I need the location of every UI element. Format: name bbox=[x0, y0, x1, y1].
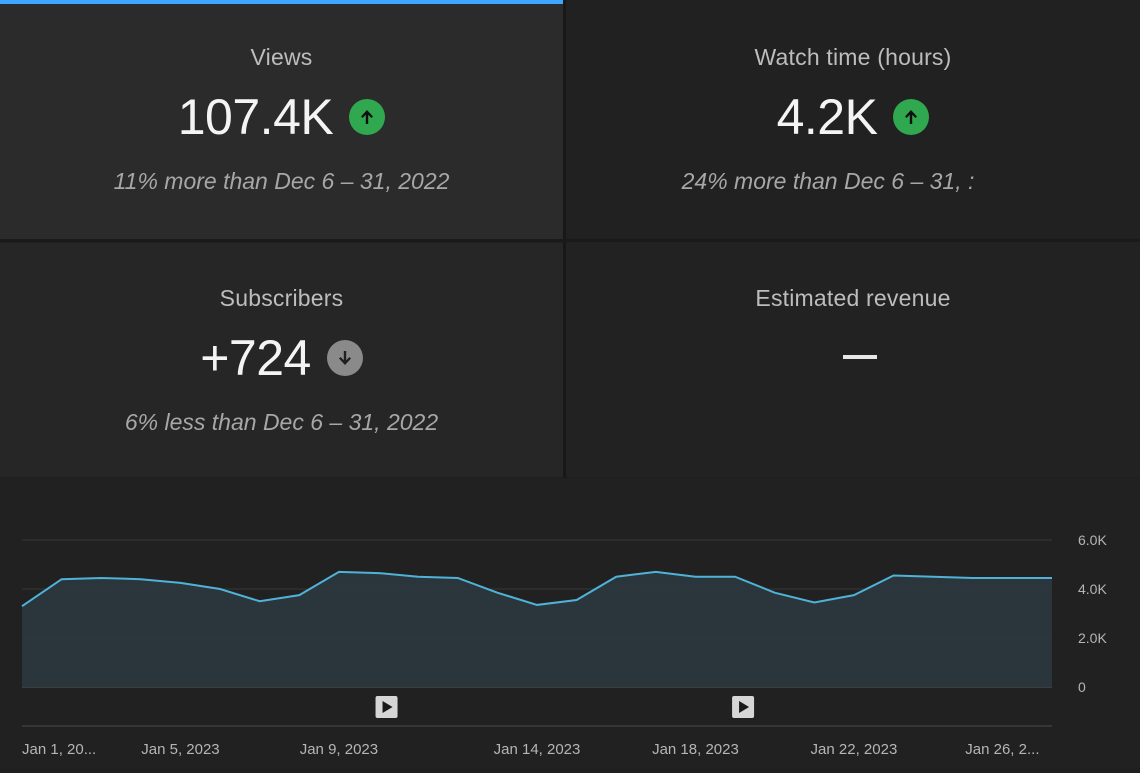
series-line bbox=[21, 570, 1052, 607]
x-tick-label: Jan 18, 2023 bbox=[652, 741, 739, 758]
trend-up-icon bbox=[893, 99, 930, 135]
metric-value: 107.4K bbox=[177, 89, 334, 145]
metric-card-views[interactable]: Views 107.4K 11% more than Dec 6 – 31, 2… bbox=[0, 4, 563, 240]
y-tick-label: 4.0K bbox=[1078, 581, 1107, 597]
y-tick-label: 2.0K bbox=[1078, 630, 1107, 646]
metric-value: 4.2K bbox=[776, 89, 878, 145]
trend-down-icon bbox=[326, 340, 363, 376]
metric-comparison: 6% less than Dec 6 – 31, 2022 bbox=[124, 409, 439, 435]
views-area-chart: 6.0K 4.0K 2.0K 0 Jan 1, 20... Jan 5, 2023 Jan … bbox=[21, 532, 1107, 758]
trend-up-icon bbox=[349, 99, 386, 135]
area-fill bbox=[22, 571, 1052, 687]
x-tick-label: Jan 26, 2... bbox=[965, 741, 1039, 758]
y-tick-label: 6.0K bbox=[1078, 532, 1107, 548]
x-tick-label: Jan 1, 20... bbox=[22, 741, 96, 758]
metric-title: Estimated revenue bbox=[755, 285, 951, 311]
metric-comparison: 24% more than Dec 6 – 31, : bbox=[681, 168, 975, 194]
metric-title: Subscribers bbox=[219, 285, 344, 311]
x-tick-label: Jan 9, 2023 bbox=[300, 741, 378, 758]
video-published-marker-icon[interactable] bbox=[375, 696, 398, 718]
x-tick-label: Jan 14, 2023 bbox=[494, 741, 581, 758]
metric-card-estimated-revenue[interactable]: Estimated revenue bbox=[566, 241, 1140, 477]
no-value-dash bbox=[843, 355, 877, 359]
metric-card-watch-time[interactable]: Watch time (hours) 4.2K 24% more than De… bbox=[566, 0, 1140, 238]
views-chart-panel: 6.0K 4.0K 2.0K 0 Jan 1, 20... Jan 5, 2023 Jan … bbox=[0, 478, 1140, 768]
x-tick-label: Jan 5, 2023 bbox=[141, 741, 219, 758]
selected-tab-indicator bbox=[0, 0, 563, 4]
metric-value: +724 bbox=[200, 330, 311, 386]
metric-title: Watch time (hours) bbox=[754, 44, 952, 70]
y-tick-label: 0 bbox=[1078, 679, 1086, 695]
card-divider-horizontal bbox=[0, 239, 1140, 242]
x-tick-label: Jan 22, 2023 bbox=[811, 741, 898, 758]
video-published-marker-icon[interactable] bbox=[732, 696, 755, 718]
metric-title: Views bbox=[250, 44, 313, 70]
metric-comparison: 11% more than Dec 6 – 31, 2022 bbox=[113, 168, 450, 194]
metric-card-subscribers[interactable]: Subscribers +724 6% less than Dec 6 – 31… bbox=[0, 243, 563, 477]
